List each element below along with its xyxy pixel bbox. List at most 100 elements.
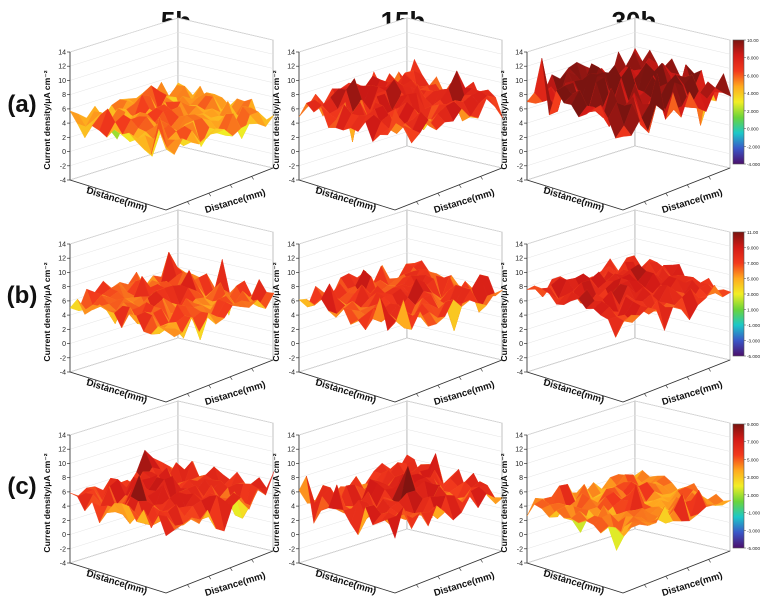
z-tick-label: 4 <box>519 504 523 511</box>
gridline <box>298 429 503 464</box>
gridline <box>69 60 274 95</box>
gridline <box>526 337 731 373</box>
colorbars: 10.00 8.000 6.000 4.000 2.000 0.000 -2.000 -4.0… <box>732 38 760 551</box>
row-label-a: (a) <box>7 91 36 118</box>
y-axis-line <box>165 359 274 403</box>
z-tick-label: -2 <box>60 546 66 553</box>
y-axis-line <box>622 359 731 403</box>
colorbar-tick-label: -3.000 <box>747 528 760 533</box>
x-tick <box>563 383 566 388</box>
gridline <box>298 252 503 287</box>
y-tick <box>665 385 669 389</box>
x-axis-line <box>526 371 624 403</box>
z-tick-label: 10 <box>515 461 523 468</box>
z-tick-label: -2 <box>289 355 295 362</box>
gridline <box>298 31 503 67</box>
surface <box>298 452 504 539</box>
surface-facet <box>387 507 404 539</box>
z-axis-label: Current density/μA cm⁻² <box>42 262 52 361</box>
x-tick <box>106 383 109 388</box>
z-tick-label: -4 <box>289 561 295 568</box>
x-tick <box>543 185 547 190</box>
colorbar-tick-label: 7.000 <box>747 440 759 445</box>
colorbar-tick-label: 1.000 <box>747 493 759 498</box>
colorbar-tick-label: 7.000 <box>747 261 759 266</box>
x-axis-line <box>69 562 167 594</box>
surface-facet <box>158 128 175 155</box>
y-tick <box>665 193 669 197</box>
z-tick-label: 6 <box>291 489 295 496</box>
z-tick-label: -2 <box>517 546 523 553</box>
y-tick <box>416 393 419 397</box>
y-axis-line <box>165 167 274 211</box>
x-axis-line <box>69 179 167 211</box>
z-tick-label: 0 <box>291 149 295 156</box>
colorbar-tick-label: 2.000 <box>747 109 759 114</box>
gridline <box>298 223 503 259</box>
gridline <box>526 528 731 564</box>
z-tick-label: 4 <box>291 121 295 128</box>
z-tick-label: 6 <box>519 298 523 305</box>
y-tick <box>480 368 483 372</box>
surface-facet <box>615 314 632 338</box>
row-labels: (a) (b) (c) <box>7 91 38 500</box>
surface-facet <box>158 326 175 338</box>
x-tick <box>543 568 547 573</box>
z-tick-label: 2 <box>291 518 295 525</box>
gridline <box>69 429 274 464</box>
z-tick-label: 0 <box>291 532 295 539</box>
z-tick-label: 8 <box>291 92 295 99</box>
z-tick-label: 2 <box>519 518 523 525</box>
x-tick <box>563 191 566 196</box>
z-tick-label: 6 <box>291 106 295 113</box>
z-tick-label: 6 <box>62 489 66 496</box>
surface <box>526 469 732 551</box>
gridline <box>69 17 274 53</box>
colorbar-tick-label: -2.000 <box>747 144 760 149</box>
z-axis-label: Current density/μA cm⁻² <box>499 262 509 361</box>
y-tick <box>187 393 190 397</box>
x-tick <box>354 389 357 394</box>
colorbar-tick-label: 5.000 <box>747 277 759 282</box>
z-axis-label: Current density/μA cm⁻² <box>499 70 509 169</box>
z-tick-label: 10 <box>515 78 523 85</box>
x-tick <box>335 383 338 388</box>
z-tick-label: -2 <box>289 546 295 553</box>
z-tick-label: 10 <box>58 461 66 468</box>
surface <box>298 260 504 332</box>
z-tick-label: 0 <box>291 341 295 348</box>
x-tick <box>335 574 338 579</box>
y-axis-line <box>394 550 503 594</box>
z-tick-label: 4 <box>62 504 66 511</box>
gridline <box>526 443 731 478</box>
z-tick-label: 2 <box>62 135 66 142</box>
z-tick-label: 12 <box>58 256 66 263</box>
y-tick <box>208 576 212 580</box>
gridline <box>69 252 274 287</box>
z-tick-label: 10 <box>287 78 295 85</box>
x-tick <box>86 377 90 382</box>
y-tick <box>686 184 690 188</box>
z-tick-label: 6 <box>519 489 523 496</box>
y-tick <box>686 567 690 571</box>
z-tick-label: 12 <box>287 64 295 71</box>
row-label-b: (b) <box>7 282 38 309</box>
x-axis-line <box>298 371 396 403</box>
gridline <box>526 17 731 53</box>
x-tick <box>144 395 148 400</box>
y-tick <box>229 567 233 571</box>
y-tick <box>416 584 419 588</box>
x-tick <box>125 197 128 202</box>
z-tick-label: 2 <box>519 135 523 142</box>
x-axis-line <box>298 179 396 211</box>
surface <box>69 449 275 537</box>
gridline <box>298 443 503 478</box>
gridline <box>526 209 731 245</box>
y-tick <box>644 584 647 588</box>
z-tick-label: 8 <box>291 284 295 291</box>
surface <box>69 81 275 157</box>
colorbar-tick-label: -1.000 <box>747 323 760 328</box>
